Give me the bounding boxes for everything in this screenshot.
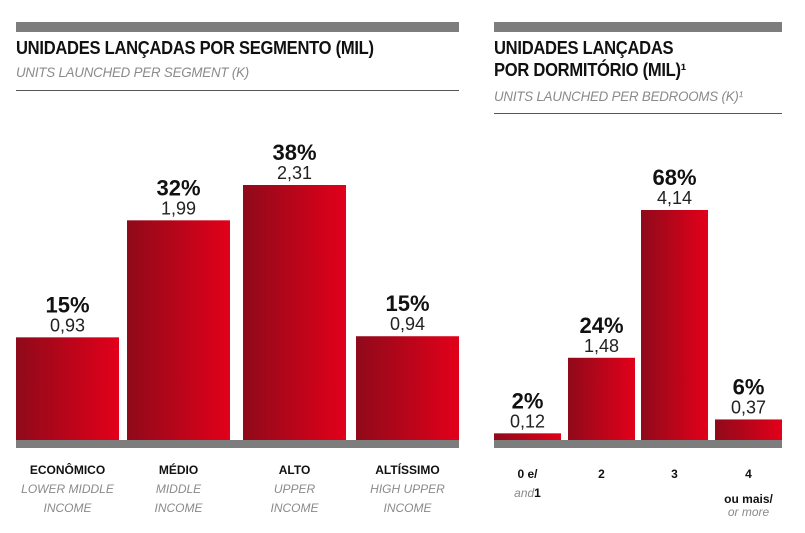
category-label-en: LOWER MIDDLE (21, 482, 115, 496)
value-label: 0,37 (731, 397, 766, 417)
chart-subtitle: UNITS LAUNCHED PER SEGMENT (K) (16, 64, 249, 80)
percent-label: 15% (45, 292, 89, 317)
value-label: 4,14 (657, 188, 692, 208)
category-label: MÉDIO (159, 462, 198, 477)
category-label: 2 (598, 467, 605, 481)
bar (127, 220, 230, 440)
value-label: 1,48 (584, 336, 619, 356)
bar (16, 337, 119, 440)
value-label: 0,12 (510, 411, 545, 431)
category-label-en: INCOME (384, 501, 433, 515)
bar (243, 185, 346, 440)
value-label: 0,94 (390, 314, 425, 334)
value-label: 1,99 (161, 198, 196, 218)
chart-subtitle: UNITS LAUNCHED PER BEDROOMS (K)¹ (494, 88, 743, 104)
baseline-bar (16, 440, 459, 448)
chart-panel-segment: UNIDADES LANÇADAS POR SEGMENTO (MIL) UNI… (16, 0, 459, 533)
bar (494, 433, 561, 440)
category-label-en: or more (728, 505, 770, 519)
chart-title-line-1: UNIDADES LANÇADAS (494, 38, 674, 58)
chart-title: UNIDADES LANÇADAS POR SEGMENTO (MIL) (16, 38, 374, 58)
bar (715, 419, 782, 440)
category-label-en: and1 (514, 486, 541, 500)
value-label: 0,93 (50, 315, 85, 335)
category-label-en: MIDDLE (156, 482, 202, 496)
percent-label: 15% (385, 291, 429, 316)
title-divider (16, 90, 459, 91)
category-label-en: UPPER (274, 482, 316, 496)
percent-label: 6% (733, 374, 765, 399)
category-label: ALTO (279, 463, 311, 477)
category-label-en: INCOME (155, 501, 204, 515)
bar (356, 336, 459, 440)
chart-title-line-2: POR DORMITÓRIO (MIL)¹ (494, 60, 686, 80)
percent-label: 32% (156, 175, 200, 200)
category-label-en: INCOME (271, 501, 320, 515)
percent-label: 38% (272, 140, 316, 165)
title-divider (494, 113, 782, 114)
segment-bar-chart: 15%0,9332%1,9938%2,3115%0,94ECONÔMICOLOW… (16, 140, 459, 515)
category-label-en: INCOME (44, 501, 93, 515)
percent-label: 68% (652, 165, 696, 190)
bar (568, 357, 635, 440)
category-label: 0 e/ (517, 467, 538, 481)
value-label: 2,31 (277, 163, 312, 183)
category-label: 3 (671, 467, 678, 481)
category-label: ECONÔMICO (30, 462, 105, 477)
bar (641, 210, 708, 440)
panel-top-bar (16, 22, 459, 32)
bedrooms-bar-chart: 2%0,12 24%1,48 68%4,14 6%0,37 0 e/and1 2 3 4 ou … (494, 165, 782, 519)
percent-label: 24% (579, 313, 623, 338)
category-label-2: ou mais/ (724, 492, 773, 506)
baseline-bar (494, 440, 782, 448)
category-label: 4 (745, 467, 752, 481)
category-label-en: HIGH UPPER (370, 482, 445, 496)
panel-top-bar (494, 22, 782, 32)
percent-label: 2% (512, 388, 544, 413)
chart-panel-bedrooms: UNIDADES LANÇADAS POR DORMITÓRIO (MIL)¹ … (494, 0, 782, 533)
category-label: ALTÍSSIMO (375, 462, 439, 477)
